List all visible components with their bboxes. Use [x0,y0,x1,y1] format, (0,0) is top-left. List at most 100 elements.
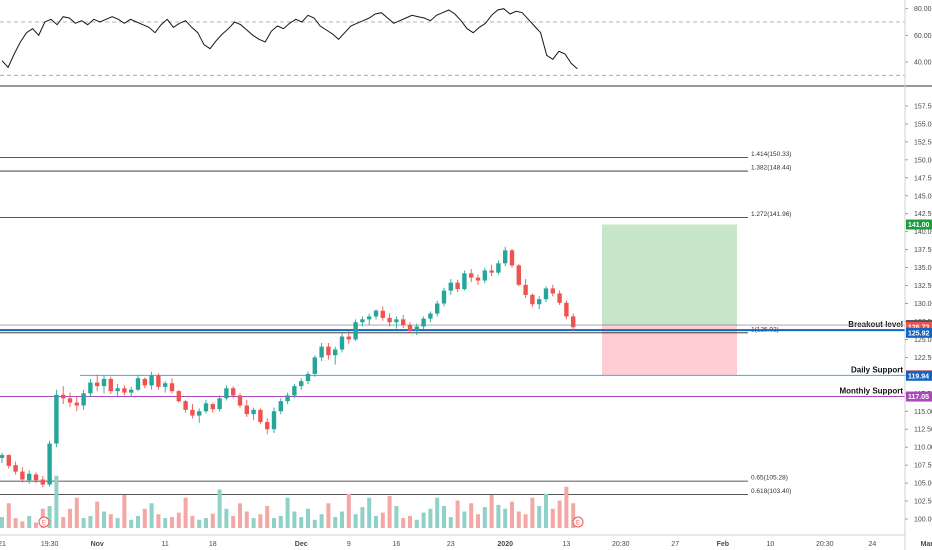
candle[interactable] [163,381,168,393]
candle[interactable] [543,286,549,303]
candle[interactable] [387,313,392,327]
candle[interactable] [285,392,290,405]
candle[interactable] [40,475,45,488]
candle[interactable] [448,279,453,295]
candle[interactable] [292,383,297,399]
candle[interactable] [176,389,181,403]
candle[interactable] [373,309,379,320]
candle[interactable] [0,452,5,463]
candle[interactable] [475,274,481,285]
candle[interactable] [74,396,79,412]
volume-bar [136,515,140,528]
candle[interactable] [503,246,508,267]
candle[interactable] [380,306,385,321]
candle[interactable] [244,399,249,418]
candle[interactable] [455,279,460,293]
candle[interactable] [394,316,399,329]
candle[interactable] [129,386,134,397]
candle[interactable] [258,408,263,425]
candle[interactable] [401,315,406,328]
candle[interactable] [149,371,154,390]
price-tick-label: 112.50 [914,427,932,434]
time-axis[interactable]: 21 19:30 Nov 11 18 Dec 9 16 23 2020 13 20:30 27 Feb 10… [0,534,932,548]
candle[interactable] [142,377,147,389]
candle[interactable] [489,264,494,277]
candle[interactable] [115,383,120,397]
candle[interactable] [108,376,113,395]
candle[interactable] [312,355,317,377]
candle[interactable] [6,454,11,469]
candle[interactable] [67,392,73,407]
candle[interactable] [210,402,215,413]
candle[interactable] [571,313,576,331]
candle[interactable] [33,472,39,484]
candle[interactable] [537,296,542,310]
earnings-marker-icon[interactable] [572,516,584,528]
candle[interactable] [407,322,413,334]
earnings-marker-icon[interactable] [38,516,50,528]
candle[interactable] [333,346,338,365]
candle-body [203,403,209,412]
candle[interactable] [428,311,433,323]
candle[interactable] [523,279,528,298]
candle[interactable] [47,440,52,487]
candle[interactable] [156,373,161,390]
candle[interactable] [81,389,86,410]
price-tick-label: 102.50 [914,499,932,506]
candle[interactable] [169,378,175,394]
candle[interactable] [360,316,365,327]
candle[interactable] [509,248,515,268]
candle[interactable] [278,398,283,415]
candle[interactable] [482,267,487,284]
candle[interactable] [557,290,562,305]
candle[interactable] [339,333,345,353]
candle[interactable] [101,375,107,394]
candle[interactable] [95,374,100,392]
candle[interactable] [224,385,229,401]
candle[interactable] [190,404,195,419]
candle[interactable] [414,323,419,336]
candle[interactable] [441,287,447,307]
candle[interactable] [61,386,66,405]
candle[interactable] [251,407,256,420]
candle[interactable] [564,300,569,320]
target-zone[interactable] [602,224,737,326]
candle[interactable] [265,418,270,435]
candle[interactable] [516,264,521,287]
candle[interactable] [319,343,324,361]
candle[interactable] [88,378,93,397]
candle[interactable] [353,319,358,341]
candle[interactable] [203,399,209,414]
candle[interactable] [135,375,141,392]
stop-zone[interactable] [602,325,737,376]
candle[interactable] [435,300,440,317]
candle[interactable] [20,467,25,483]
candle[interactable] [462,270,467,291]
volume-bar [285,497,290,528]
candle[interactable] [271,407,277,433]
candle-body [149,375,154,386]
candle[interactable] [496,260,501,275]
candle[interactable] [217,395,222,412]
candle[interactable] [237,393,243,408]
candle[interactable] [183,399,188,413]
candle[interactable] [530,293,535,308]
candle[interactable] [54,389,59,448]
candle[interactable] [27,470,32,484]
candle[interactable] [421,316,426,330]
candle-body [571,316,576,328]
candle[interactable] [197,408,202,423]
candle[interactable] [13,461,18,475]
candle[interactable] [122,385,127,396]
candle[interactable] [299,378,304,390]
candle[interactable] [305,371,311,384]
candle[interactable] [469,269,474,282]
candle[interactable] [231,386,236,399]
candle[interactable] [346,330,351,344]
candle[interactable] [550,284,555,297]
candle[interactable] [367,313,372,326]
candle[interactable] [326,343,331,360]
price-axis[interactable]: 80.00 60.00 40.00 157.50 155.00 152.50 150.00 1… [904,0,932,550]
fib-level-label: 1.414(150.33) [751,151,791,158]
